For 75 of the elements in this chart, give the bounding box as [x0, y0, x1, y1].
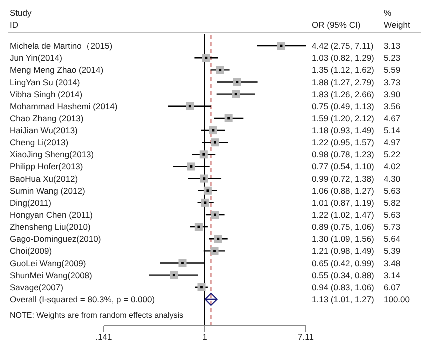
- text: 3.14: [384, 270, 401, 280]
- data-label: 0.94 (0.83, 1.06): [312, 282, 375, 292]
- text: 5.59: [384, 65, 401, 76]
- text: 1.13 (1.01, 1.27): [312, 294, 375, 304]
- y-tick-label: Jun Yin(2014): [10, 53, 63, 64]
- y-tick-label: XiaoJing Sheng(2013): [10, 150, 94, 160]
- y-tick-label: BaoHua Xu(2012): [10, 174, 78, 184]
- data-label: 1.59 (1.20, 2.12): [312, 113, 375, 124]
- text: 4.30: [384, 174, 401, 184]
- data-label: 1.22 (1.02, 1.47): [312, 210, 375, 220]
- y-tick-label: Cheng Li(2013): [10, 138, 69, 148]
- x-tick-label: 1: [202, 332, 208, 342]
- text: 5.64: [384, 234, 401, 244]
- y-tick-label: ShunMei Wang(2008): [10, 270, 93, 280]
- text: 4.97: [384, 138, 401, 148]
- text: 5.23: [384, 53, 401, 64]
- y-tick-label: Mohammad Hashemi (2014): [10, 101, 118, 112]
- y-tick-label: Vibha Singh (2014): [10, 89, 83, 100]
- text: 5.73: [384, 222, 401, 232]
- y-tick-label: Hongyan Chen (2011): [10, 210, 94, 220]
- text: 5.63: [384, 210, 401, 220]
- text: 5.14: [384, 126, 401, 136]
- y-tick-label: HaiJian Wu(2013): [10, 126, 78, 136]
- data-label: 1.21 (0.98, 1.49): [312, 246, 375, 256]
- y-tick-label: Chao Zhang (2013): [10, 113, 84, 124]
- data-label: 1.03 (0.82, 1.29): [312, 53, 375, 64]
- data-label: 0.77 (0.54, 1.10): [312, 162, 375, 172]
- text: %: [384, 8, 392, 18]
- text: 4.02: [384, 162, 401, 172]
- y-tick-label: Michela de Martino（2015): [10, 41, 113, 52]
- text: 5.82: [384, 198, 401, 208]
- y-tick-label: GuoLei Wang(2009): [10, 258, 86, 268]
- data-label: 1.18 (0.93, 1.49): [312, 126, 375, 136]
- data-label: 0.55 (0.34, 0.88): [312, 270, 375, 280]
- text: Weight: [384, 20, 411, 30]
- data-label: 1.30 (1.09, 1.56): [312, 234, 375, 244]
- data-label: 0.65 (0.42, 0.99): [312, 258, 375, 268]
- text: 6.07: [384, 282, 401, 292]
- y-tick-label: Zhensheng Liu(2010): [10, 222, 91, 232]
- text: 3.73: [384, 77, 401, 88]
- data-label: 0.75 (0.49, 1.13): [312, 101, 375, 112]
- x-tick-label: 7.11: [298, 332, 314, 342]
- data-label: 1.83 (1.26, 2.66): [312, 89, 375, 100]
- y-tick-label: Meng Meng Zhao (2014): [10, 65, 104, 76]
- y-tick-label: Sumin Wang (2012): [10, 186, 86, 196]
- y-tick-label: Ding(2011): [10, 198, 52, 208]
- x-tick-label: .141: [96, 332, 113, 342]
- y-tick-label: Overall (I-squared = 80.3%, p = 0.000): [10, 294, 156, 304]
- data-label: 0.98 (0.78, 1.23): [312, 150, 375, 160]
- y-tick-label: Gago-Dominguez(2010): [10, 234, 102, 244]
- y-tick-label: Savage(2007): [10, 282, 64, 292]
- text: 5.63: [384, 186, 401, 196]
- data-label: 1.06 (0.88, 1.27): [312, 186, 375, 196]
- text: 3.56: [384, 101, 401, 112]
- data-label: 1.01 (0.87, 1.19): [312, 198, 375, 208]
- data-label: 1.35 (1.12, 1.62): [312, 65, 375, 76]
- data-label: 1.88 (1.27, 2.79): [312, 77, 375, 88]
- text: 3.13: [384, 41, 401, 52]
- text: 100.00: [384, 294, 410, 304]
- text: ID: [10, 20, 18, 30]
- text: 5.39: [384, 246, 401, 256]
- data-label: 0.99 (0.72, 1.38): [312, 174, 375, 184]
- text: 3.90: [384, 89, 401, 100]
- text: OR (95% CI): [312, 20, 361, 30]
- text: Study: [10, 8, 32, 18]
- y-tick-label: Philipp Hofer(2013): [10, 162, 84, 172]
- data-label: 1.22 (0.95, 1.57): [312, 138, 375, 148]
- text: 3.48: [384, 258, 401, 268]
- text: 4.67: [384, 113, 401, 124]
- data-label: 4.42 (2.75, 7.11): [312, 41, 374, 52]
- y-tick-label: Choi(2009): [10, 246, 52, 256]
- y-tick-label: LingYan Su (2014): [10, 77, 80, 88]
- text: 5.22: [384, 150, 401, 160]
- annotation: NOTE: Weights are from random effects analysis: [10, 311, 184, 320]
- data-label: 0.89 (0.75, 1.06): [312, 222, 375, 232]
